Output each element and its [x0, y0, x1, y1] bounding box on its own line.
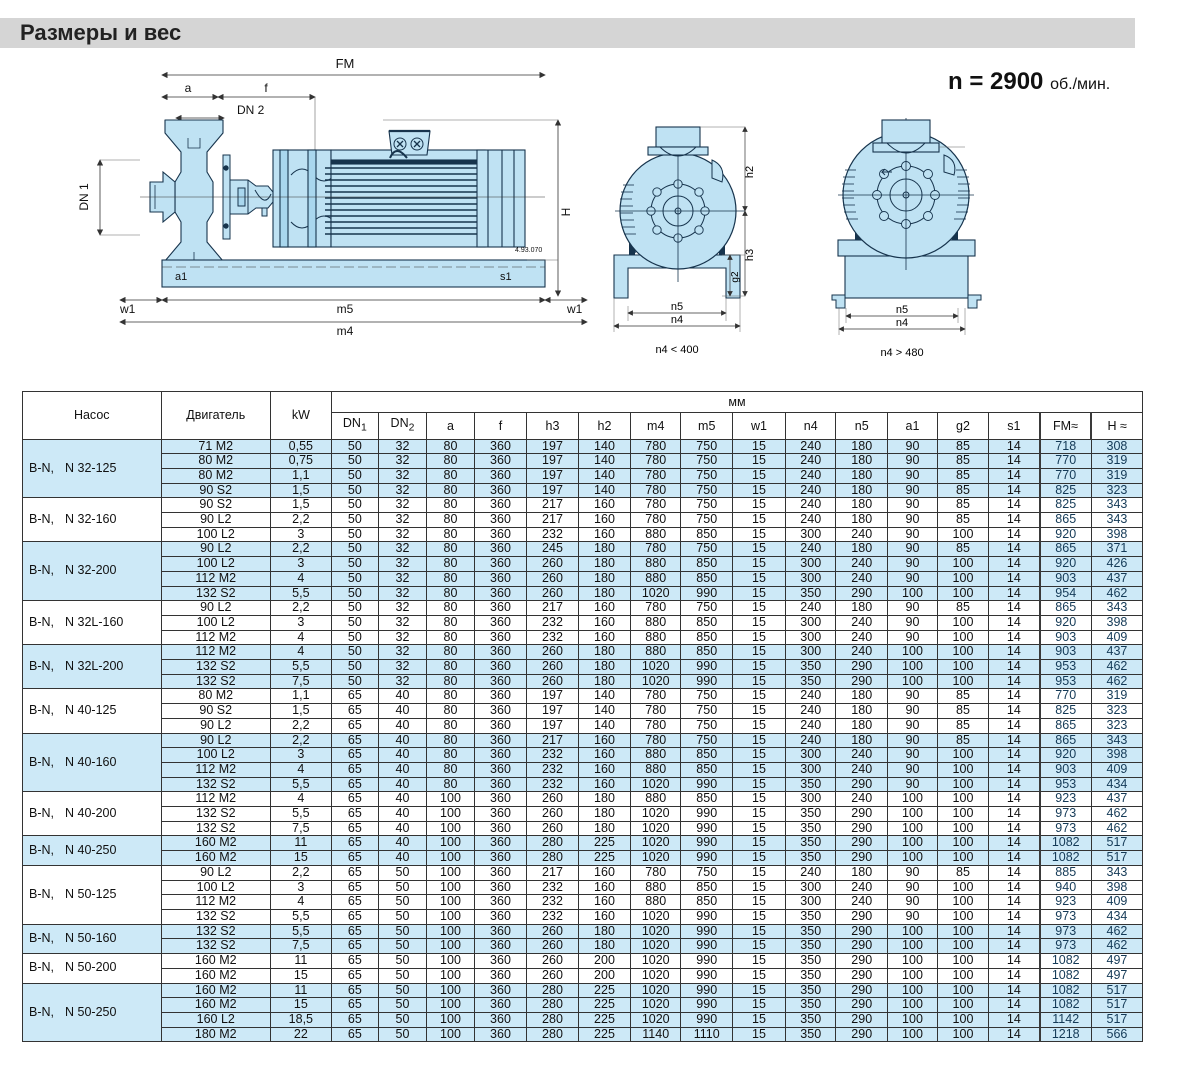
svg-text:f: f: [264, 81, 268, 95]
svg-text:a: a: [185, 81, 192, 95]
svg-text:n4: n4: [896, 317, 908, 329]
svg-text:n4 < 400: n4 < 400: [655, 344, 698, 356]
svg-text:s1: s1: [500, 271, 512, 283]
svg-text:h3: h3: [744, 249, 756, 261]
svg-text:DN 1: DN 1: [77, 183, 91, 211]
svg-text:w1: w1: [566, 302, 583, 316]
svg-text:n5: n5: [896, 304, 908, 316]
svg-text:H: H: [559, 208, 573, 217]
svg-text:n4: n4: [671, 314, 683, 326]
svg-text:w1: w1: [119, 302, 136, 316]
svg-text:m5: m5: [337, 302, 354, 316]
svg-text:n4 > 480: n4 > 480: [880, 347, 923, 359]
svg-text:a1: a1: [175, 271, 187, 283]
svg-text:DN 2: DN 2: [237, 103, 265, 117]
svg-text:m4: m4: [337, 324, 354, 338]
svg-text:n5: n5: [671, 301, 683, 313]
svg-text:4.93.070: 4.93.070: [515, 247, 542, 254]
svg-text:g2: g2: [730, 271, 741, 283]
svg-text:h2: h2: [744, 166, 756, 178]
svg-text:FM: FM: [336, 56, 355, 71]
